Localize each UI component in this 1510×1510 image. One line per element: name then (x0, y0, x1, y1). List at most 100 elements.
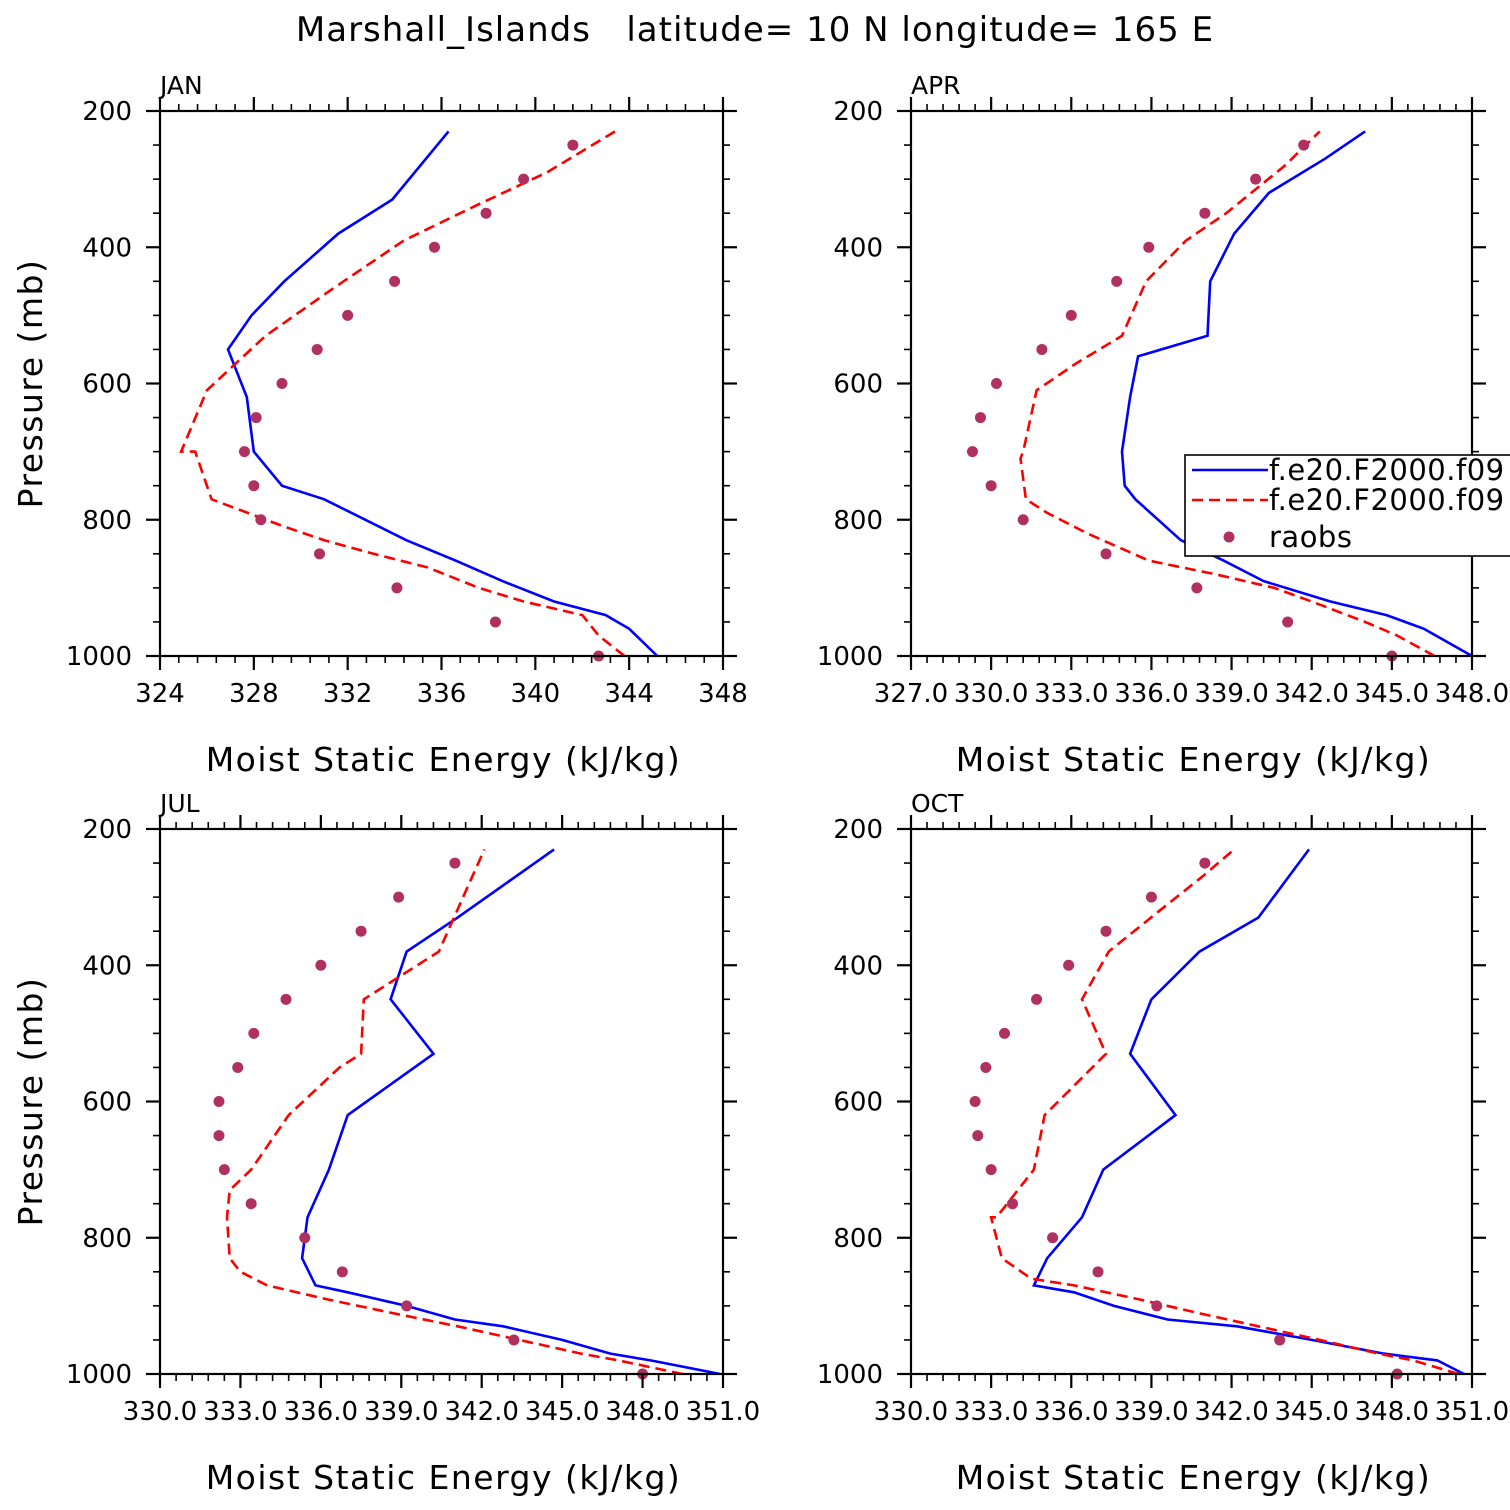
legend-label: f.e20.F2000.f09 (1269, 483, 1505, 517)
panel-label: JAN (158, 71, 203, 100)
raobs-point (480, 207, 492, 219)
y-tick-label: 600 (833, 370, 883, 400)
y-tick-label: 1000 (817, 1360, 883, 1390)
panel-label: APR (911, 71, 961, 100)
raobs-point (238, 446, 250, 458)
panel-jan: 324 328 332 336 340 344 348 200 400 600 800 1000 JAN… (11, 71, 748, 779)
panel-apr: 327.0 330.0 333.0 336.0 339.0 342.0 345.0 348.0… (817, 71, 1509, 779)
raobs-point (1298, 139, 1310, 151)
raobs-point (1274, 1334, 1286, 1346)
x-tick-label: 344 (604, 679, 654, 709)
raobs-point (389, 275, 401, 287)
x-tick-label: 348.0 (1355, 1397, 1429, 1427)
plot-frame (909, 827, 1474, 1376)
y-tick-label: 1000 (66, 1360, 132, 1390)
x-tick-label: 336 (417, 679, 467, 709)
raobs-point (999, 1027, 1010, 1039)
raobs-point (972, 1130, 984, 1142)
raobs-point (1143, 241, 1155, 253)
x-tick-label: 345.0 (1274, 1397, 1348, 1427)
y-tick-label: 600 (833, 1088, 883, 1118)
raobs-point (280, 993, 292, 1005)
raobs-point (1092, 1266, 1104, 1278)
raobs-point (969, 1096, 981, 1107)
raobs-point (567, 139, 579, 151)
panel-label: OCT (911, 789, 964, 818)
raobs-point (1031, 993, 1043, 1005)
raobs-point (980, 1061, 992, 1073)
raobs-point (248, 480, 260, 492)
raobs-point (248, 1027, 260, 1039)
raobs-point (974, 412, 986, 424)
raobs-point (336, 1266, 348, 1278)
x-tick-label: 333.0 (954, 1397, 1028, 1427)
panel-jul: 330.0 333.0 336.0 339.0 342.0 345.0 348.0 351.0… (11, 789, 760, 1497)
raobs-point (1036, 343, 1048, 355)
raobs-point (311, 343, 323, 355)
y-tick-label: 400 (82, 233, 132, 263)
raobs-point (966, 446, 978, 458)
raobs-point (1199, 857, 1211, 869)
legend-label: f.e20.F2000.f09 (1269, 453, 1505, 487)
x-tick-label: 333.0 (203, 1397, 277, 1427)
series-line-dashed (179, 130, 626, 656)
x-axis-label: Moist Static Energy (kJ/kg) (206, 740, 682, 779)
raobs-point (1065, 309, 1077, 321)
raobs-point (401, 1300, 413, 1312)
legend-label: raobs (1269, 520, 1352, 554)
y-tick-label: 200 (833, 815, 883, 845)
y-tick-label: 200 (82, 815, 132, 845)
x-tick-label: 327.0 (874, 679, 948, 709)
x-tick-label: 342.0 (444, 1397, 518, 1427)
y-tick-label: 800 (82, 506, 132, 536)
raobs-point (1100, 925, 1112, 937)
y-tick-label: 600 (82, 1088, 132, 1118)
series-line-solid (226, 130, 659, 656)
x-tick-label: 333.0 (1034, 679, 1108, 709)
raobs-point (213, 1096, 225, 1107)
raobs-point (1282, 616, 1294, 628)
plot-frame (158, 827, 725, 1376)
x-tick-label: 330.0 (874, 1397, 948, 1427)
x-tick-label: 342.0 (1274, 679, 1348, 709)
raobs-point (1100, 548, 1112, 560)
raobs-point (489, 616, 501, 628)
raobs-point (255, 514, 267, 526)
raobs-point (1007, 1198, 1019, 1210)
y-tick-label: 800 (833, 1224, 883, 1254)
x-tick-label: 328 (229, 679, 279, 709)
y-tick-label: 400 (833, 951, 883, 981)
raobs-point (1017, 514, 1029, 526)
y-axis-label: Pressure (mb) (11, 259, 50, 509)
raobs-point (990, 378, 1002, 389)
series-line-dashed (225, 848, 684, 1374)
x-axis-label: Moist Static Energy (kJ/kg) (206, 1458, 682, 1497)
x-tick-label: 339.0 (364, 1397, 438, 1427)
raobs-point (314, 548, 326, 560)
x-tick-label: 348.0 (605, 1397, 679, 1427)
x-tick-label: 324 (135, 679, 185, 709)
raobs-point (218, 1164, 230, 1176)
raobs-point (1191, 582, 1203, 594)
series-line-solid (1031, 848, 1465, 1374)
raobs-point (518, 173, 530, 185)
raobs-point (428, 241, 440, 253)
raobs-point (342, 309, 354, 321)
series-line-dashed (989, 848, 1459, 1374)
x-tick-label: 330.0 (954, 679, 1028, 709)
y-tick-label: 200 (82, 97, 132, 127)
x-tick-label: 330.0 (123, 1397, 197, 1427)
x-tick-label: 339.0 (1114, 1397, 1188, 1427)
raobs-point (391, 582, 403, 594)
x-tick-label: 340 (511, 679, 561, 709)
y-tick-label: 600 (82, 370, 132, 400)
x-tick-label: 336.0 (1034, 1397, 1108, 1427)
x-tick-label: 348.0 (1435, 679, 1509, 709)
raobs-point (393, 891, 405, 903)
x-tick-label: 345.0 (525, 1397, 599, 1427)
y-tick-label: 400 (82, 951, 132, 981)
raobs-point (985, 480, 997, 492)
x-tick-label: 332 (323, 679, 373, 709)
y-tick-label: 1000 (817, 642, 883, 672)
